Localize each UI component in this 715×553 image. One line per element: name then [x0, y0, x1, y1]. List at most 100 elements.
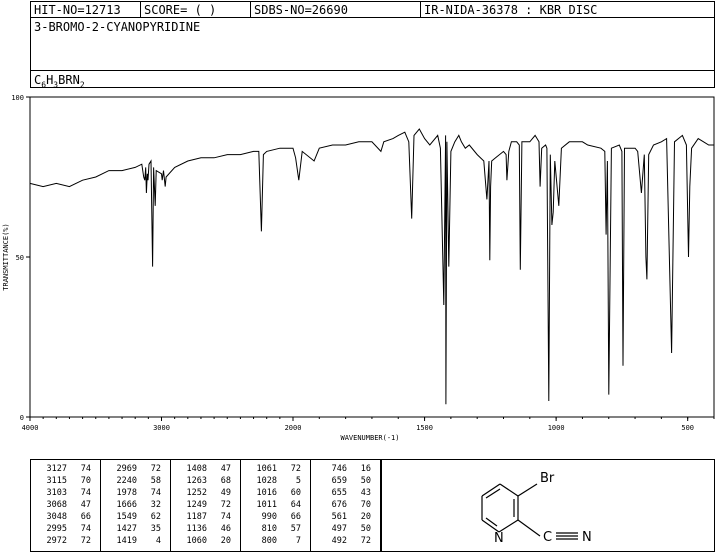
peak-row: 1016 60: [247, 488, 301, 499]
peak-transmittance: 47: [220, 464, 231, 474]
peak-transmittance: 20: [220, 536, 231, 546]
peak-wavenumber: 1136: [186, 524, 207, 534]
peak-transmittance: 64: [290, 500, 301, 510]
peak-wavenumber: 1061: [256, 464, 277, 474]
peak-row: 3068 47: [37, 500, 91, 511]
peak-column: 746 16 659 50 655 43 676 70 561 20 497 50 492 72: [311, 460, 381, 551]
y-axis-ticks: 0 50 100: [11, 94, 30, 422]
ir-info: IR-NIDA-36378 : KBR DISC: [424, 3, 598, 17]
peak-row: 1136 46: [177, 524, 231, 535]
peak-wavenumber: 810: [261, 524, 277, 534]
peak-wavenumber: 1249: [186, 500, 207, 510]
peak-transmittance: 20: [360, 512, 371, 522]
peak-wavenumber: 1427: [116, 524, 137, 534]
peak-wavenumber: 2969: [116, 464, 137, 474]
peak-wavenumber: 2972: [46, 536, 67, 546]
peak-column: 2969 72 2240 58 1978 74 1666 32 1549 62 1427 35 1419…: [101, 460, 171, 551]
peak-transmittance: 58: [150, 476, 161, 486]
peak-transmittance: 74: [220, 512, 231, 522]
peak-row: 990 66: [247, 512, 301, 523]
peak-transmittance: 70: [360, 500, 371, 510]
peak-row: 1408 47: [177, 464, 231, 475]
peak-transmittance: 74: [80, 524, 91, 534]
peak-row: 1249 72: [177, 500, 231, 511]
peak-row: 1028 5: [247, 476, 301, 487]
spectrum-line: [29, 128, 714, 405]
peak-transmittance: 5: [295, 476, 301, 486]
peak-transmittance: 7: [295, 536, 301, 546]
ir-spectrum-chart: 4000 3000 2000 1500 1000 500 0 50 100 WAVENUMBE…: [2, 94, 715, 442]
y-tick-label: 50: [16, 254, 24, 262]
peak-row: 1060 20: [177, 536, 231, 547]
peak-wavenumber: 492: [331, 536, 347, 546]
peak-wavenumber: 1016: [256, 488, 277, 498]
compound-formula-divider: [31, 70, 714, 71]
peak-row: 1263 68: [177, 476, 231, 487]
peak-wavenumber: 3127: [46, 464, 67, 474]
peak-row: 800 7: [247, 536, 301, 547]
peak-transmittance: 72: [80, 536, 91, 546]
peak-transmittance: 57: [290, 524, 301, 534]
peak-row: 676 70: [317, 500, 371, 511]
peak-wavenumber: 1060: [186, 536, 207, 546]
peak-transmittance: 66: [80, 512, 91, 522]
y-tick-label: 0: [20, 414, 24, 422]
peak-transmittance: 74: [80, 488, 91, 498]
peak-row: 492 72: [317, 536, 371, 547]
peak-wavenumber: 1187: [186, 512, 207, 522]
x-tick-label: 1500: [416, 424, 433, 432]
x-tick-label: 1000: [548, 424, 565, 432]
compound-box: 3-BROMO-2-CYANOPYRIDINE C6H3BRN2: [30, 17, 715, 89]
peak-table: 3127 74 3115 70 3103 74 3068 47 3048 66 2995 74 2972…: [30, 459, 715, 552]
peak-row: 1978 74: [107, 488, 161, 499]
peak-row: 1061 72: [247, 464, 301, 475]
peak-wavenumber: 746: [331, 464, 347, 474]
hit-number: HIT-NO=12713: [31, 2, 141, 18]
peak-wavenumber: 1028: [256, 476, 277, 486]
peak-row: 561 20: [317, 512, 371, 523]
peak-wavenumber: 676: [331, 500, 347, 510]
compound-formula: C6H3BRN2: [34, 73, 85, 90]
peak-wavenumber: 1419: [116, 536, 137, 546]
peak-row: 497 50: [317, 524, 371, 535]
peak-wavenumber: 2240: [116, 476, 137, 486]
peak-row: 746 16: [317, 464, 371, 475]
sdbs-number: SDBS-NO=26690: [251, 2, 421, 18]
score: SCORE= ( ): [141, 2, 251, 18]
peak-transmittance: 60: [290, 488, 301, 498]
peak-transmittance: 72: [150, 464, 161, 474]
x-tick-label: 500: [681, 424, 694, 432]
structure-divider: [381, 460, 382, 551]
peak-transmittance: 72: [360, 536, 371, 546]
peak-wavenumber: 1549: [116, 512, 137, 522]
peak-transmittance: 32: [150, 500, 161, 510]
peak-wavenumber: 1408: [186, 464, 207, 474]
peak-column: 1408 47 1263 68 1252 49 1249 72 1187 74 1136 46 1060…: [171, 460, 241, 551]
peak-transmittance: 35: [150, 524, 161, 534]
peak-wavenumber: 497: [331, 524, 347, 534]
peak-transmittance: 72: [290, 464, 301, 474]
peak-transmittance: 70: [80, 476, 91, 486]
peak-wavenumber: 3103: [46, 488, 67, 498]
peak-wavenumber: 800: [261, 536, 277, 546]
peak-row: 2969 72: [107, 464, 161, 475]
peak-row: 2240 58: [107, 476, 161, 487]
y-tick-label: 100: [11, 94, 24, 102]
peak-transmittance: 50: [360, 476, 371, 486]
peak-transmittance: 46: [220, 524, 231, 534]
peak-row: 1252 49: [177, 488, 231, 499]
peak-wavenumber: 990: [261, 512, 277, 522]
peak-transmittance: 50: [360, 524, 371, 534]
peak-column: 3127 74 3115 70 3103 74 3068 47 3048 66 2995 74 2972…: [31, 460, 101, 551]
peak-transmittance: 16: [360, 464, 371, 474]
x-axis-label: WAVENUMBER(-1): [340, 434, 399, 442]
peak-row: 3115 70: [37, 476, 91, 487]
peak-transmittance: 68: [220, 476, 231, 486]
peak-transmittance: 49: [220, 488, 231, 498]
peak-row: 2972 72: [37, 536, 91, 547]
peak-wavenumber: 1978: [116, 488, 137, 498]
plot-frame: [29, 96, 715, 418]
peak-row: 3127 74: [37, 464, 91, 475]
peak-row: 1427 35: [107, 524, 161, 535]
x-axis-ticks: 4000 3000 2000 1500 1000 500: [22, 417, 715, 432]
